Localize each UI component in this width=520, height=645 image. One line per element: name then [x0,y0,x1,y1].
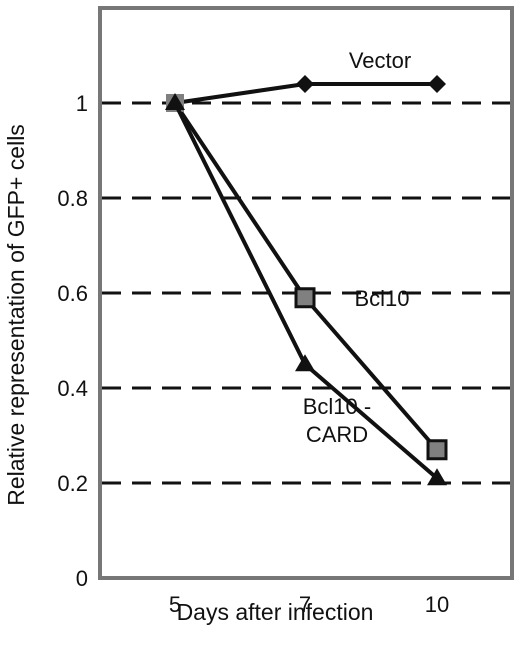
series-markers-0 [166,75,446,112]
annotation-2-line-1: CARD [306,422,368,447]
point-0-1 [296,75,314,93]
y-tick-label-5: 1 [76,91,88,116]
x-axis-label: Days after infection [177,599,374,625]
series-layer [165,75,448,486]
x-tick-label-0: 5 [169,592,181,617]
annotation-1-line-0: Bcl10 [354,286,409,311]
point-1-1 [294,287,316,309]
y-tick-label-0: 0 [76,566,88,591]
y-axis-label: Relative representation of GFP+ cells [3,124,29,506]
plot-frame [98,6,514,580]
point-2-1 [295,354,315,372]
x-tick-label-2: 10 [425,592,449,617]
x-tick-labels: 5 7 10 [169,592,449,617]
annotation-2-line-0: Bcl10 - [303,394,371,419]
series-annotations: Vector Bcl10 Bcl10 - CARD [303,48,411,447]
series-markers-2 [165,93,447,486]
y-tick-labels: 0 0.2 0.4 0.6 0.8 1 [57,91,88,591]
y-tick-label-1: 0.2 [57,471,88,496]
y-tick-label-3: 0.6 [57,281,88,306]
y-tick-label-2: 0.4 [57,376,88,401]
x-tick-label-1: 7 [299,592,311,617]
point-0-2 [428,75,446,93]
point-2-2 [427,468,447,486]
annotation-0-line-0: Vector [349,48,411,73]
point-1-2 [426,439,448,461]
point-2-0 [165,93,185,110]
y-tick-label-4: 0.8 [57,186,88,211]
